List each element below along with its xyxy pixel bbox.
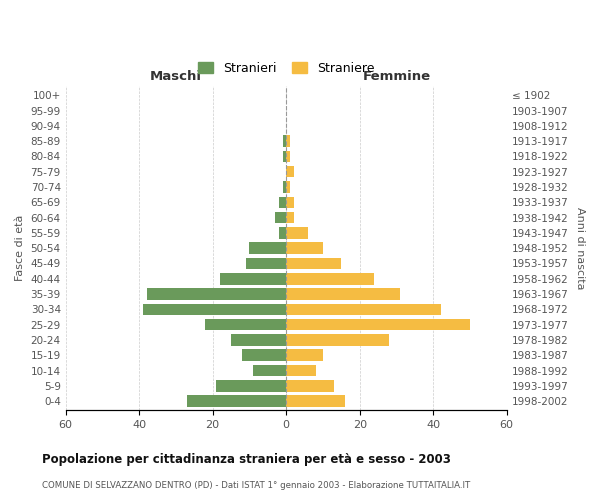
Bar	[286, 380, 334, 392]
Text: Femmine: Femmine	[362, 70, 431, 83]
Bar	[279, 196, 286, 208]
Bar	[242, 350, 286, 361]
Bar	[217, 380, 286, 392]
Bar	[286, 196, 293, 208]
Bar	[143, 304, 286, 315]
Bar	[286, 334, 389, 345]
Bar	[250, 242, 286, 254]
Bar	[286, 258, 341, 269]
Bar	[253, 365, 286, 376]
Bar	[283, 150, 286, 162]
Bar	[286, 166, 293, 177]
Bar	[275, 212, 286, 224]
Bar	[286, 365, 316, 376]
Bar	[286, 350, 323, 361]
Y-axis label: Fasce di età: Fasce di età	[15, 215, 25, 282]
Bar	[283, 182, 286, 193]
Bar	[286, 319, 470, 330]
Bar	[187, 396, 286, 407]
Bar	[286, 227, 308, 238]
Legend: Stranieri, Straniere: Stranieri, Straniere	[193, 56, 379, 80]
Bar	[283, 136, 286, 147]
Bar	[231, 334, 286, 345]
Bar	[220, 273, 286, 284]
Bar	[286, 212, 293, 224]
Bar	[286, 242, 323, 254]
Bar	[286, 396, 345, 407]
Y-axis label: Anni di nascita: Anni di nascita	[575, 207, 585, 290]
Bar	[279, 227, 286, 238]
Bar	[146, 288, 286, 300]
Bar	[205, 319, 286, 330]
Text: Popolazione per cittadinanza straniera per età e sesso - 2003: Popolazione per cittadinanza straniera p…	[42, 452, 451, 466]
Bar	[286, 288, 400, 300]
Bar	[286, 150, 290, 162]
Text: Maschi: Maschi	[150, 70, 202, 83]
Bar	[286, 182, 290, 193]
Bar	[246, 258, 286, 269]
Bar	[286, 136, 290, 147]
Text: COMUNE DI SELVAZZANO DENTRO (PD) - Dati ISTAT 1° gennaio 2003 - Elaborazione TUT: COMUNE DI SELVAZZANO DENTRO (PD) - Dati …	[42, 480, 470, 490]
Bar	[286, 273, 374, 284]
Bar	[286, 304, 440, 315]
